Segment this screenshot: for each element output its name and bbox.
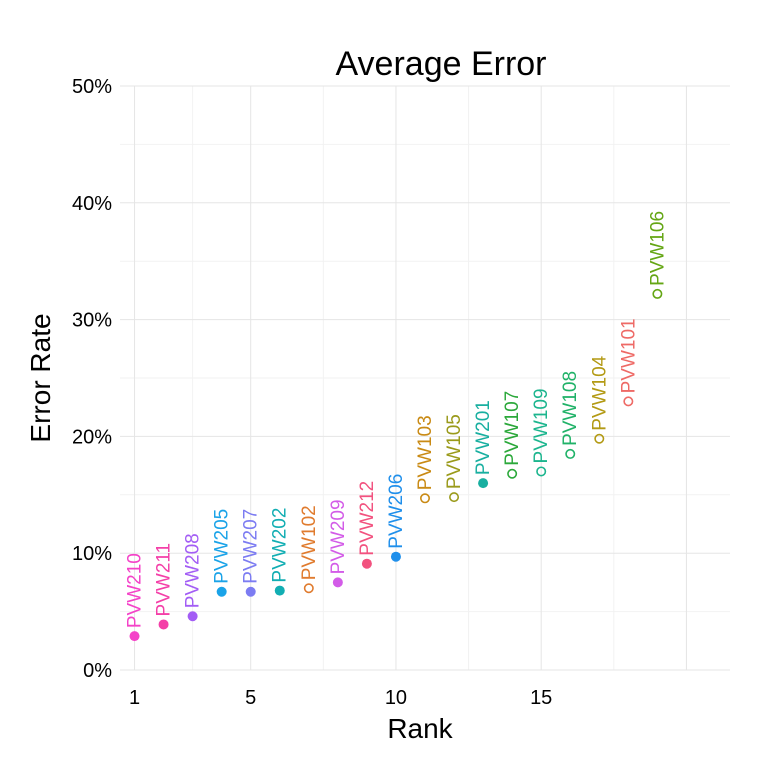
x-tick-label: 5: [245, 687, 256, 709]
data-point: [129, 631, 140, 642]
x-tick-label: 10: [385, 687, 407, 709]
point-label: PVW107: [502, 391, 523, 466]
point-label: PVW208: [183, 533, 204, 608]
y-tick-label: 20%: [72, 426, 112, 448]
point-label: PVW211: [154, 543, 175, 617]
point-label: PVW103: [415, 415, 436, 490]
data-points: PVW210 PVW211 PVW208 PVW205 PVW207 PVW202 PVW1…: [125, 211, 668, 642]
point-label: PVW109: [531, 388, 552, 463]
y-tick-label: 50%: [72, 76, 112, 98]
data-point: [419, 493, 430, 504]
x-axis-title: Rank: [387, 713, 453, 744]
data-point: [478, 478, 489, 489]
grid: [120, 85, 730, 671]
point-label: PVW108: [560, 371, 581, 446]
point-label: PVW102: [299, 505, 320, 580]
point-label: PVW106: [647, 211, 668, 286]
data-point: [187, 611, 198, 622]
data-point: [303, 583, 314, 594]
y-axis-ticks: 0% 10% 20% 30% 40% 50%: [72, 76, 112, 682]
point-label: PVW206: [386, 474, 407, 549]
point-label: PVW201: [473, 400, 494, 475]
x-axis-ticks: 1 5 10 15: [129, 687, 552, 709]
data-point: [361, 558, 372, 569]
data-point: [507, 468, 518, 479]
chart-title: Average Error: [335, 45, 546, 83]
y-tick-label: 10%: [72, 543, 112, 565]
point-label: PVW205: [212, 509, 233, 584]
y-tick-label: 40%: [72, 193, 112, 215]
x-tick-label: 15: [530, 687, 552, 709]
data-point: [332, 577, 343, 588]
point-label: PVW209: [328, 499, 349, 574]
point-label: PVW212: [357, 481, 378, 556]
data-point: [449, 492, 460, 503]
point-label: PVW101: [618, 318, 639, 393]
data-point: [158, 619, 169, 630]
x-tick-label: 1: [129, 687, 140, 709]
data-point: [245, 586, 256, 597]
point-label: PVW105: [444, 414, 465, 489]
data-point: [594, 433, 605, 444]
y-axis-title: Error Rate: [25, 313, 56, 442]
point-label: PVW202: [270, 508, 291, 583]
data-point: [274, 585, 285, 596]
point-label: PVW104: [589, 355, 610, 430]
data-point: [652, 288, 663, 299]
data-point: [390, 551, 401, 562]
data-point: [623, 396, 634, 407]
point-label: PVW207: [241, 509, 262, 584]
data-point: [536, 466, 547, 477]
point-label: PVW210: [125, 553, 146, 628]
data-point: [565, 448, 576, 459]
y-tick-label: 0%: [83, 660, 112, 682]
data-point: [216, 586, 227, 597]
y-tick-label: 30%: [72, 310, 112, 332]
